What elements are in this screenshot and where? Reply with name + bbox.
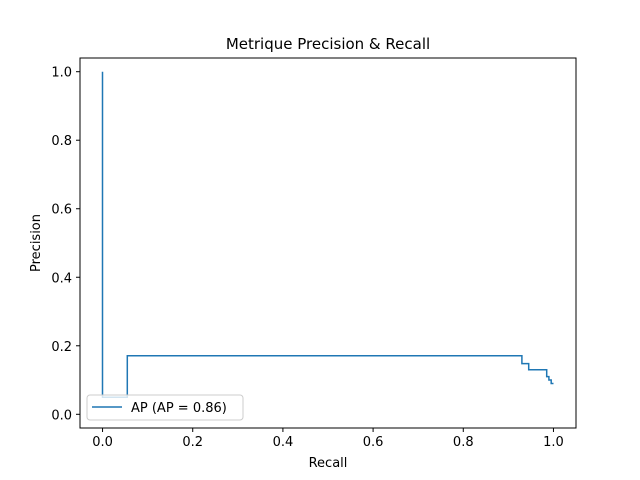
y-tick-label: 1.0 [51,66,72,81]
series-line [101,71,554,398]
chart-title: Metrique Precision & Recall [226,35,430,53]
x-tick-label: 1.0 [543,435,564,450]
x-axis-ticks: 0.0 0.2 0.4 0.6 0.8 1.0 [92,428,564,450]
y-tick-label: 0.0 [51,408,72,423]
y-tick-label: 0.4 [51,271,72,286]
x-axis-label: Recall [309,456,348,471]
y-axis-label: Precision [29,214,44,272]
y-tick-label: 0.8 [51,134,72,149]
axes-frame [79,57,577,429]
y-tick-label: 0.6 [51,203,72,218]
legend-box [86,394,244,421]
x-tick-label: 0.6 [363,435,384,450]
x-tick-label: 0.4 [273,435,294,450]
plot-area [101,71,554,398]
x-tick-label: 0.0 [92,435,113,450]
y-axis-ticks: 0.0 0.2 0.4 0.6 0.8 1.0 [51,66,80,423]
x-tick-label: 0.8 [453,435,474,450]
y-tick-label: 0.2 [51,340,72,355]
legend: AP (AP = 0.86) [86,394,244,421]
x-tick-label: 0.2 [182,435,203,450]
legend-label: AP (AP = 0.86) [131,401,227,416]
